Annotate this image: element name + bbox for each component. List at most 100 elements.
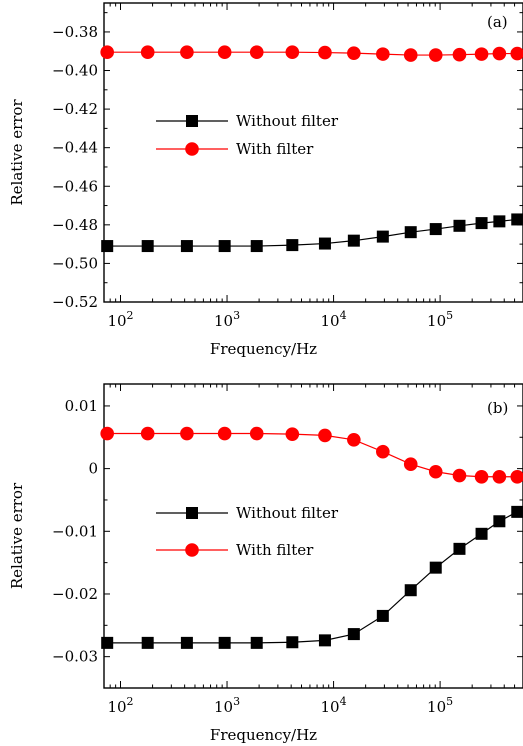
data-point — [403, 457, 418, 472]
data-point — [249, 45, 264, 59]
data-point — [474, 47, 489, 61]
data-point — [428, 464, 443, 479]
legend-label: Without filter — [236, 112, 339, 130]
y-axis-title: Relative error — [8, 482, 26, 589]
data-point — [217, 45, 232, 59]
x-tick-label: 102 — [107, 695, 133, 716]
data-point — [492, 469, 507, 484]
legend: Without filter With filter — [156, 504, 339, 559]
y-tick-label: −0.40 — [52, 62, 98, 80]
x-tick-label: 103 — [214, 309, 240, 330]
data-point — [347, 46, 361, 60]
series-without-filter — [101, 505, 523, 649]
y-tick-label: −0.46 — [52, 177, 98, 195]
series-with-filter — [100, 45, 523, 62]
x-axis-title: Frequency/Hz — [210, 726, 317, 744]
series-line — [107, 511, 518, 644]
legend-marker — [186, 115, 198, 127]
data-point — [286, 239, 299, 252]
y-tick-label: −0.03 — [52, 648, 98, 666]
series-without-filter — [101, 213, 523, 253]
data-point — [249, 426, 264, 441]
y-tick-label: −0.52 — [52, 293, 98, 311]
legend: Without filter With filter — [156, 112, 339, 158]
data-point — [404, 584, 417, 597]
data-point — [318, 237, 331, 250]
data-point — [376, 609, 389, 622]
data-point — [285, 45, 300, 59]
y-tick-label: −0.50 — [52, 254, 98, 272]
legend-marker — [186, 507, 198, 519]
data-point — [101, 636, 114, 649]
data-point — [347, 234, 360, 247]
legend-marker — [185, 543, 199, 557]
data-point — [376, 47, 390, 61]
y-tick-label: 0.01 — [65, 397, 98, 415]
data-point — [511, 505, 523, 518]
data-point — [180, 45, 194, 59]
data-point — [452, 47, 467, 62]
y-tick-label: −0.42 — [52, 100, 98, 118]
x-tick-label: 104 — [321, 695, 347, 716]
data-point — [140, 426, 155, 441]
data-point — [429, 561, 442, 574]
data-point — [286, 636, 299, 649]
legend-label: With filter — [236, 140, 314, 158]
y-tick-label: −0.44 — [52, 139, 98, 157]
data-point — [347, 432, 361, 447]
data-point — [493, 215, 506, 228]
x-tick-label: 104 — [321, 309, 347, 330]
data-point — [100, 45, 114, 59]
data-point — [475, 527, 488, 540]
data-point — [218, 240, 231, 253]
data-point — [318, 428, 332, 443]
data-point — [511, 213, 523, 226]
data-point — [376, 230, 389, 243]
data-point — [493, 515, 506, 528]
x-tick-label: 103 — [214, 695, 240, 716]
plot-frame — [103, 2, 523, 303]
data-point — [318, 45, 332, 60]
y-tick-label: −0.02 — [52, 585, 98, 603]
data-point — [429, 223, 442, 236]
data-point — [100, 426, 114, 441]
data-point — [250, 240, 263, 253]
data-point — [428, 48, 443, 62]
chart-panel-1: −0.52 −0.50 −0.48 −0.46 −0.44 −0.42 −0.40 −0.38… — [8, 2, 523, 358]
panel-label: (b) — [487, 399, 508, 417]
x-tick-label: 102 — [107, 309, 133, 330]
chart-panel-2: −0.03 −0.02 −0.01 0 0.01 102 103 104 105 Frequenc… — [8, 383, 523, 744]
x-tick-label: 105 — [427, 309, 453, 330]
data-point — [452, 468, 467, 483]
legend-label: Without filter — [236, 504, 339, 522]
data-point — [474, 469, 489, 484]
legend-marker — [185, 142, 199, 156]
y-axis-title: Relative error — [8, 99, 26, 206]
data-point — [475, 217, 488, 230]
data-point — [347, 628, 360, 641]
y-tick-label: −0.48 — [52, 216, 98, 234]
y-tick-label: 0 — [88, 460, 98, 478]
x-tick-label: 105 — [427, 695, 453, 716]
panel-label: (a) — [487, 13, 508, 31]
data-point — [218, 636, 231, 649]
legend-label: With filter — [236, 541, 314, 559]
data-point — [403, 48, 418, 62]
data-point — [141, 636, 154, 649]
y-tick-label: −0.38 — [52, 23, 98, 41]
data-point — [318, 634, 331, 647]
data-point — [250, 636, 263, 649]
data-point — [453, 542, 466, 555]
data-point — [492, 46, 507, 61]
data-point — [141, 240, 154, 253]
y-tick-label: −0.01 — [52, 522, 98, 540]
series-with-filter — [100, 426, 523, 484]
x-axis-title: Frequency/Hz — [210, 340, 317, 358]
data-point — [376, 444, 390, 459]
data-point — [180, 240, 193, 253]
data-point — [217, 426, 232, 441]
data-point — [285, 427, 300, 441]
data-point — [510, 469, 523, 484]
data-point — [453, 219, 466, 232]
